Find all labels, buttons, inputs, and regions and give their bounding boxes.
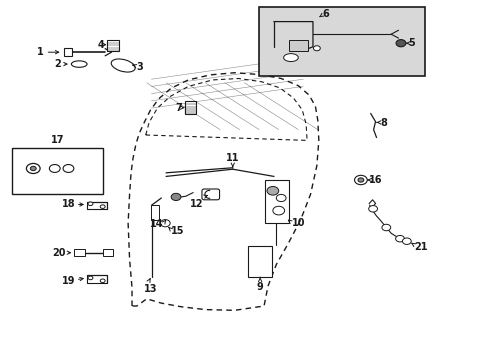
Ellipse shape (283, 54, 298, 62)
Text: 10: 10 (291, 218, 305, 228)
Circle shape (381, 224, 390, 231)
Bar (288, 40, 307, 51)
Circle shape (313, 46, 320, 51)
Text: 13: 13 (143, 284, 157, 294)
Text: 8: 8 (380, 118, 386, 128)
Text: 16: 16 (368, 175, 382, 185)
Circle shape (88, 276, 93, 280)
Text: 12: 12 (189, 199, 203, 209)
Bar (74, 249, 85, 256)
FancyBboxPatch shape (202, 189, 219, 200)
Text: 15: 15 (171, 226, 184, 236)
Circle shape (368, 206, 377, 212)
Circle shape (402, 238, 410, 244)
Ellipse shape (71, 61, 87, 67)
Bar (248, 246, 271, 277)
Bar (184, 101, 195, 114)
Text: 2: 2 (54, 59, 61, 69)
Bar (63, 48, 72, 56)
Text: 6: 6 (322, 9, 329, 19)
Circle shape (272, 206, 284, 215)
Text: 19: 19 (61, 276, 75, 286)
Text: 1: 1 (37, 47, 43, 57)
Text: 11: 11 (225, 153, 239, 163)
Text: 21: 21 (414, 242, 427, 252)
Text: 9: 9 (256, 282, 263, 292)
Text: 5: 5 (407, 38, 414, 48)
Bar (264, 180, 289, 223)
Circle shape (354, 175, 366, 185)
Bar (102, 249, 113, 256)
Text: 7: 7 (175, 103, 182, 113)
Circle shape (49, 165, 60, 172)
Text: 14: 14 (149, 219, 163, 229)
Circle shape (171, 193, 181, 201)
Text: 4: 4 (97, 40, 104, 50)
Circle shape (395, 235, 404, 242)
Bar (259, 7, 425, 76)
Circle shape (160, 220, 170, 227)
Circle shape (276, 194, 285, 202)
Circle shape (266, 186, 278, 195)
Bar (150, 205, 159, 220)
Text: 3: 3 (136, 62, 142, 72)
Circle shape (63, 165, 74, 172)
Circle shape (30, 166, 36, 171)
Circle shape (88, 202, 93, 206)
Ellipse shape (111, 59, 135, 72)
Bar (12, 148, 102, 194)
Text: 20: 20 (52, 248, 65, 258)
Circle shape (26, 163, 40, 174)
Circle shape (100, 279, 105, 283)
Circle shape (395, 40, 405, 47)
Bar (106, 40, 119, 51)
Circle shape (100, 205, 105, 208)
Text: 18: 18 (61, 199, 75, 210)
Text: 17: 17 (51, 135, 64, 145)
Circle shape (357, 178, 363, 182)
